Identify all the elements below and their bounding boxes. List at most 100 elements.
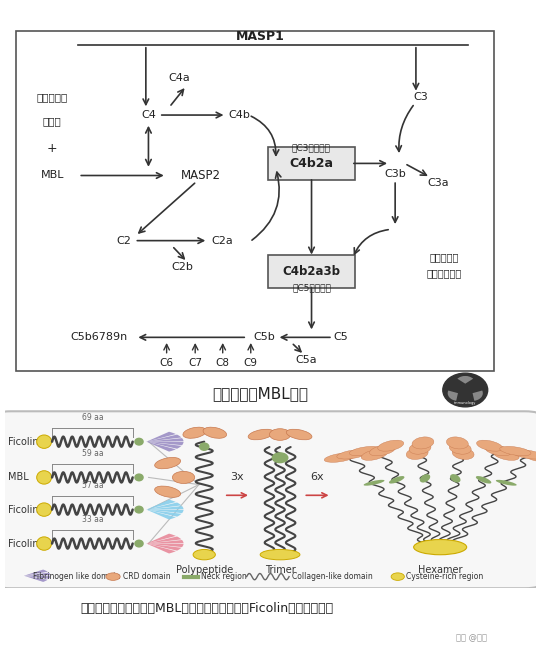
Text: Neck region: Neck region [201, 572, 247, 581]
Wedge shape [147, 534, 176, 543]
Ellipse shape [409, 442, 431, 454]
Ellipse shape [37, 435, 51, 448]
Text: Ficolin 2: Ficolin 2 [8, 437, 48, 447]
Text: CRD domain: CRD domain [123, 572, 170, 581]
Text: C8: C8 [216, 358, 230, 368]
Wedge shape [147, 502, 181, 510]
Ellipse shape [269, 429, 291, 440]
Ellipse shape [361, 449, 387, 460]
Ellipse shape [364, 480, 385, 486]
Text: 病原体甘露: 病原体甘露 [37, 92, 68, 103]
Text: 59 aa: 59 aa [82, 448, 103, 458]
Text: C5: C5 [333, 332, 348, 343]
Text: Polypeptide: Polypeptide [176, 566, 233, 575]
Text: 3x: 3x [230, 473, 244, 482]
Wedge shape [147, 442, 181, 448]
Text: C3b: C3b [384, 168, 406, 179]
Text: 补体激活的MBL途径: 补体激活的MBL途径 [212, 386, 308, 402]
Text: Ficolin 3: Ficolin 3 [8, 539, 48, 549]
Ellipse shape [452, 447, 474, 460]
Ellipse shape [446, 437, 469, 449]
Text: 甘露聚糖结合凝集素（MBL）和纤维胶凝蛋白（Ficolin）的结构亚基: 甘露聚糖结合凝集素（MBL）和纤维胶凝蛋白（Ficolin）的结构亚基 [80, 602, 333, 615]
Wedge shape [147, 506, 183, 510]
Text: C3a: C3a [427, 178, 448, 188]
Ellipse shape [412, 437, 434, 449]
Text: C2b: C2b [171, 262, 193, 272]
Wedge shape [147, 510, 176, 519]
Ellipse shape [193, 549, 215, 560]
Ellipse shape [349, 447, 380, 456]
Ellipse shape [37, 503, 51, 516]
Ellipse shape [414, 540, 467, 554]
Ellipse shape [173, 471, 195, 484]
Ellipse shape [199, 443, 209, 451]
Wedge shape [147, 432, 176, 442]
Wedge shape [147, 500, 176, 510]
Wedge shape [24, 576, 48, 582]
FancyBboxPatch shape [16, 31, 494, 370]
Text: C4b: C4b [228, 110, 250, 120]
Ellipse shape [476, 476, 491, 484]
Text: Ficolin 1: Ficolin 1 [8, 504, 48, 515]
Wedge shape [147, 543, 181, 551]
Text: Cysteine-rich region: Cysteine-rich region [406, 572, 483, 581]
Ellipse shape [391, 573, 404, 580]
Wedge shape [147, 442, 183, 445]
Text: 知乎 @思存: 知乎 @思存 [457, 634, 487, 642]
Text: 6x: 6x [311, 473, 324, 482]
Text: （C3转化酶）: （C3转化酶） [292, 144, 331, 153]
Ellipse shape [420, 474, 430, 482]
Wedge shape [147, 543, 176, 554]
Wedge shape [24, 569, 48, 576]
Wedge shape [147, 536, 181, 543]
Ellipse shape [370, 445, 395, 456]
Text: C7: C7 [188, 358, 202, 368]
Text: C2: C2 [117, 236, 131, 246]
Text: MBL: MBL [41, 170, 64, 181]
Ellipse shape [134, 473, 144, 482]
Text: Trimer: Trimer [265, 566, 295, 575]
Ellipse shape [203, 427, 227, 438]
Text: C5a: C5a [295, 355, 316, 365]
Ellipse shape [389, 476, 405, 484]
Ellipse shape [450, 442, 471, 454]
Ellipse shape [272, 452, 288, 463]
Text: C4: C4 [141, 110, 156, 120]
Wedge shape [24, 576, 50, 579]
Text: C5b: C5b [253, 332, 275, 343]
Text: +: + [47, 142, 58, 155]
Text: 69 aa: 69 aa [82, 413, 103, 422]
Ellipse shape [260, 549, 300, 560]
Text: C3: C3 [414, 92, 428, 103]
Wedge shape [147, 543, 183, 547]
Text: C4b2a3b: C4b2a3b [282, 265, 340, 278]
Ellipse shape [406, 447, 428, 460]
Wedge shape [147, 510, 181, 517]
Ellipse shape [286, 429, 312, 440]
Wedge shape [24, 573, 50, 576]
Text: C4a: C4a [169, 73, 190, 83]
Wedge shape [147, 435, 181, 442]
Ellipse shape [134, 437, 144, 446]
Ellipse shape [477, 440, 503, 451]
Ellipse shape [134, 506, 144, 514]
Text: Fibrinogen like domain: Fibrinogen like domain [33, 572, 120, 581]
Ellipse shape [378, 440, 404, 451]
Wedge shape [147, 442, 176, 452]
Ellipse shape [496, 480, 517, 486]
Text: MASP2: MASP2 [180, 169, 220, 182]
FancyBboxPatch shape [268, 147, 355, 180]
Text: 糖残基: 糖残基 [43, 116, 62, 126]
Text: 旁路激活途径: 旁路激活途径 [427, 268, 462, 278]
Ellipse shape [106, 573, 120, 580]
Ellipse shape [155, 458, 181, 469]
Ellipse shape [493, 449, 519, 460]
Text: MASP1: MASP1 [236, 30, 285, 43]
Text: C2a: C2a [212, 236, 234, 246]
Wedge shape [147, 540, 183, 543]
Ellipse shape [183, 427, 207, 438]
Text: C6: C6 [160, 358, 174, 368]
Ellipse shape [337, 450, 368, 459]
Text: 57 aa: 57 aa [82, 481, 103, 490]
FancyBboxPatch shape [0, 411, 541, 588]
